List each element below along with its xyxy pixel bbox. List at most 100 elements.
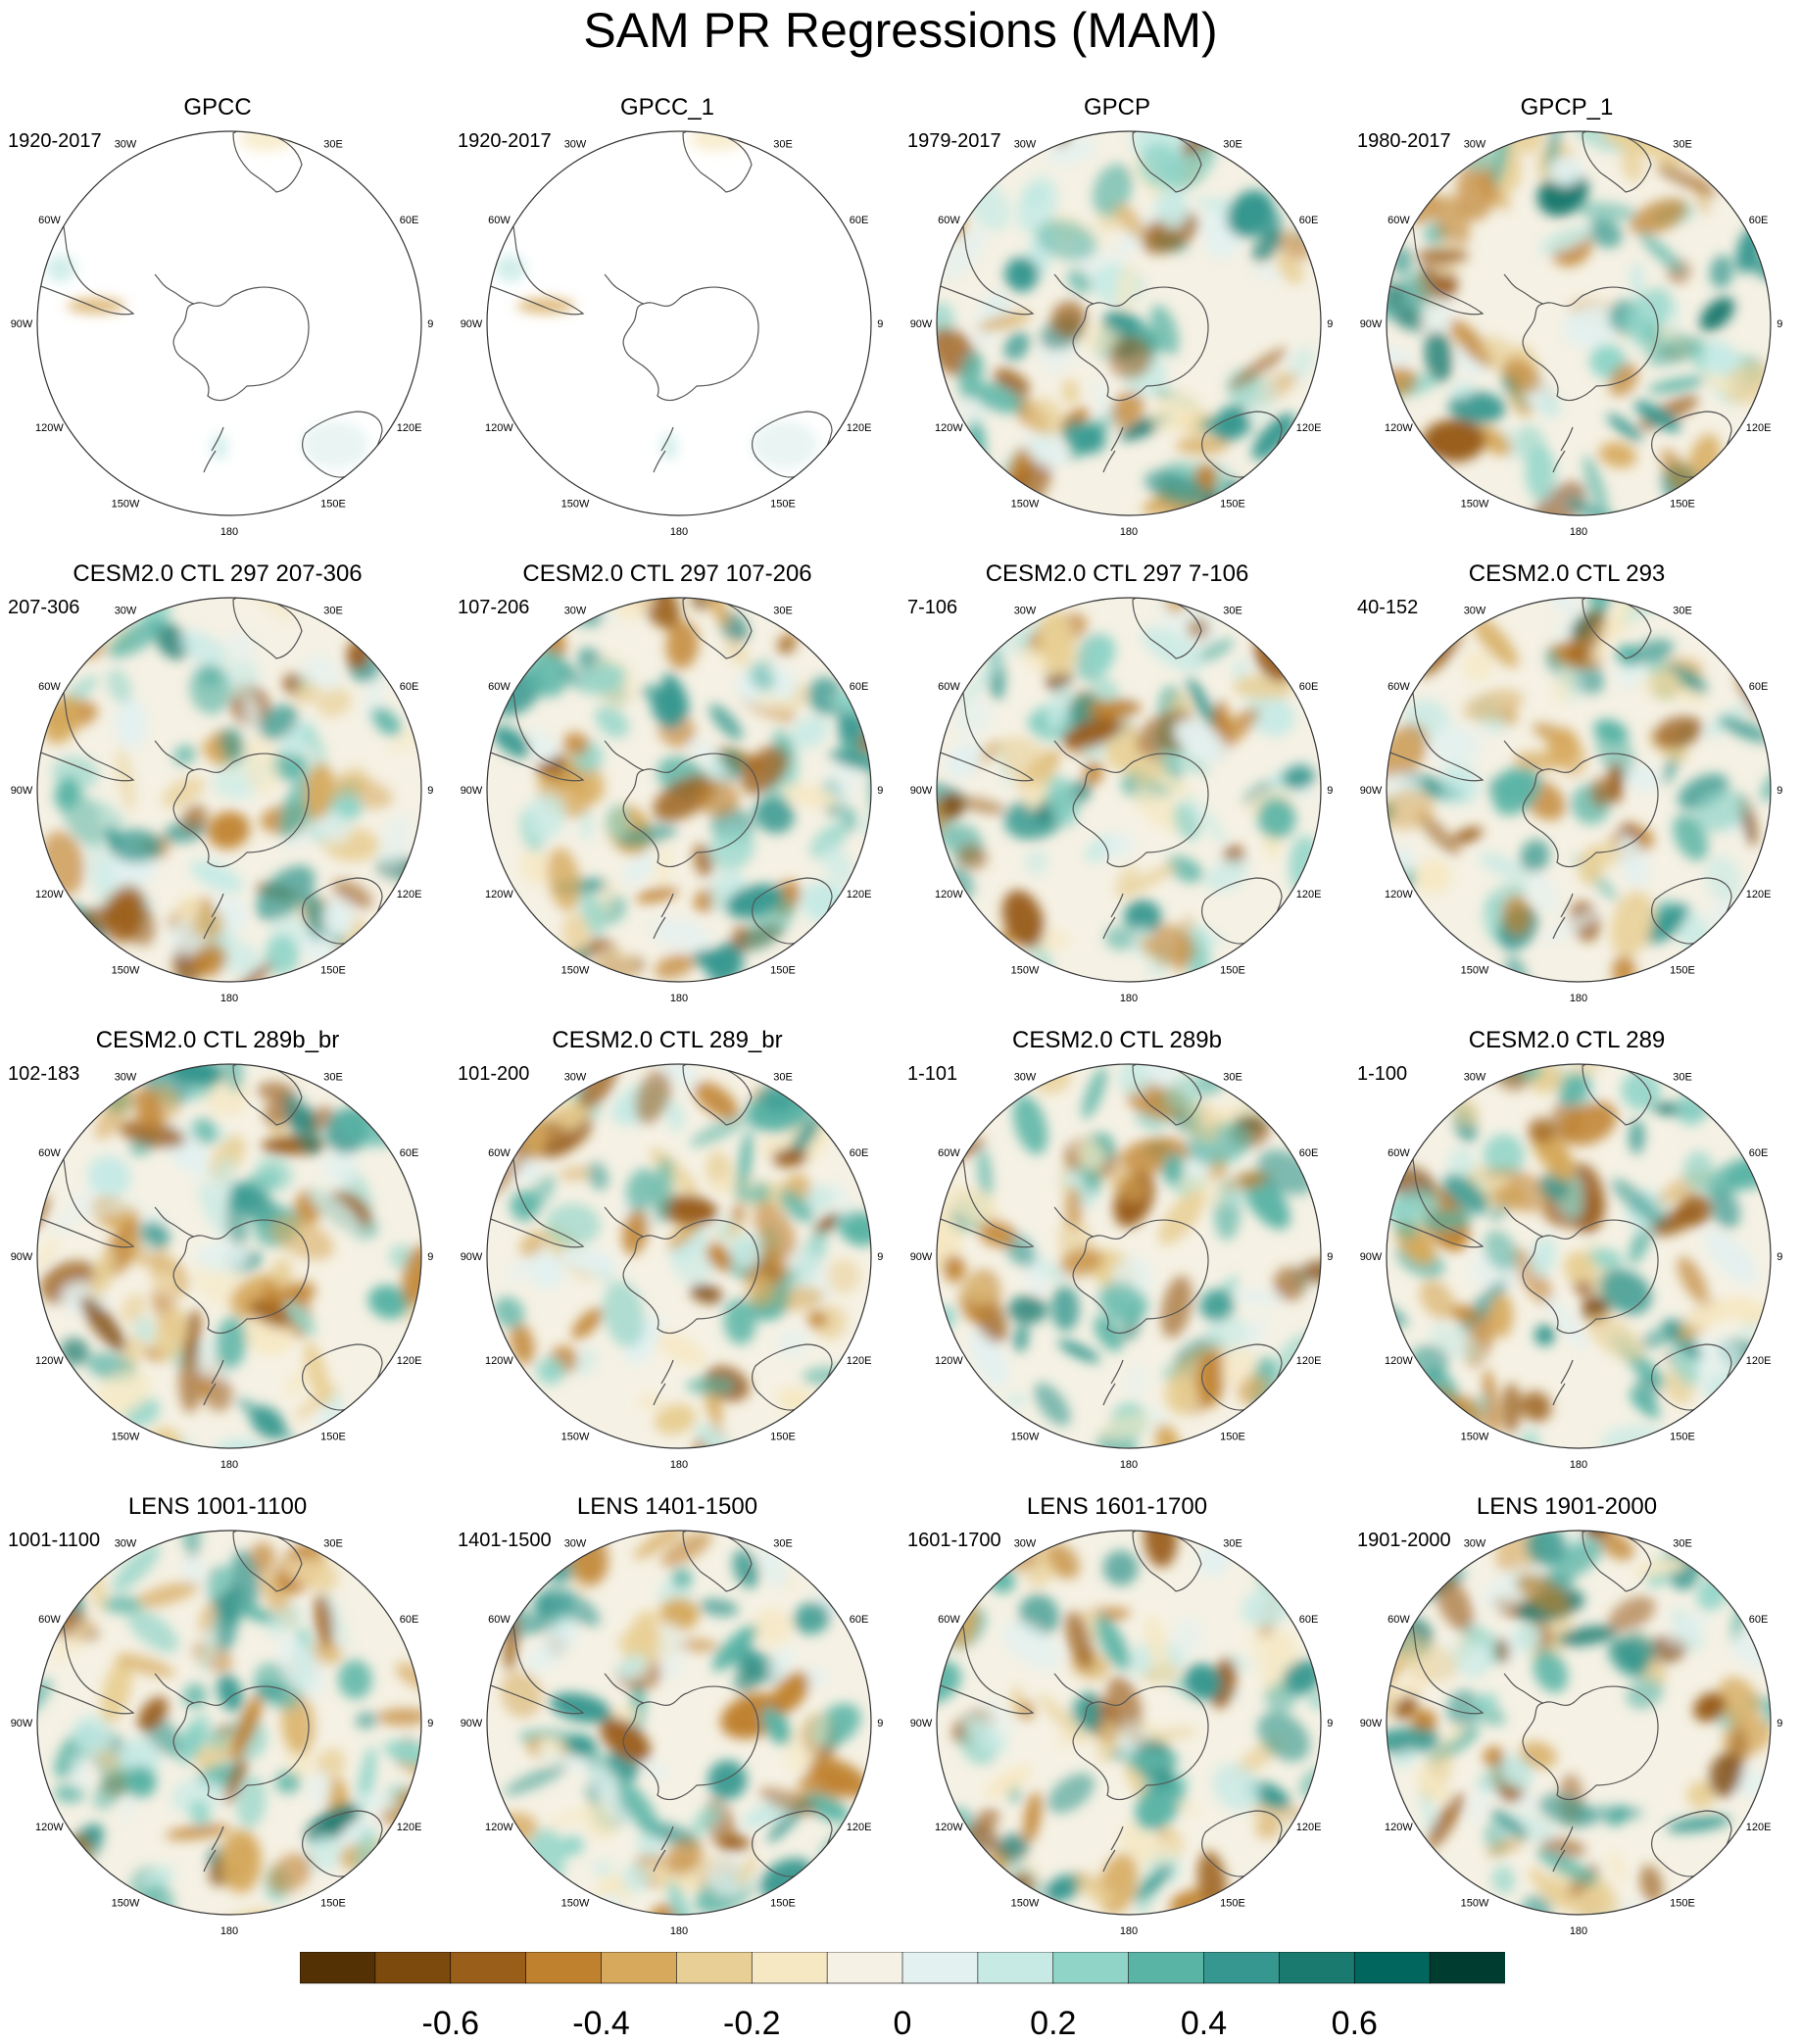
panel-period: 207-306 [8, 597, 80, 618]
longitude-label: 120E [397, 1822, 422, 1833]
anomaly-blob [516, 298, 575, 314]
anomaly-blob [1452, 827, 1484, 844]
anomaly-blob [122, 1789, 139, 1821]
polar-map: 0 30E 60E 90E 120E 150E 180 150W 120W 90W 60W 30W [461, 588, 883, 1004]
anomaly-blob [623, 852, 656, 885]
anomaly-blob [395, 1662, 421, 1689]
anomaly-blob [1057, 1339, 1100, 1363]
map-panel: LENS 1901-2000 1901-2000 0 30E 60E 90E 120E 150… [1351, 1493, 1782, 1944]
anomaly-blob [223, 1756, 248, 1805]
anomaly-blob [294, 1385, 340, 1421]
anomaly-blob [1500, 1383, 1522, 1434]
map-boundary [936, 1063, 1322, 1449]
map-panel: GPCC_11920-2017030E60E90E120E150E180150W… [452, 94, 883, 545]
anomaly-blob [772, 729, 794, 756]
anomaly-blob [579, 807, 594, 841]
longitude-label: 0 [676, 1054, 682, 1055]
anomaly-blob [1046, 775, 1079, 827]
anomaly-blob [1521, 1390, 1552, 1423]
anomaly-blob [189, 662, 231, 714]
anomaly-blob [526, 1625, 579, 1673]
anomaly-blob [634, 598, 680, 630]
anomaly-blob [1142, 1663, 1181, 1685]
anomaly-blob [37, 1679, 53, 1720]
anomaly-blob [1163, 1375, 1198, 1415]
longitude-label: 120W [935, 1822, 963, 1833]
anomaly-blob [1005, 1393, 1029, 1406]
anomaly-blob [666, 1099, 684, 1132]
anomaly-blob [1717, 1677, 1760, 1727]
anomaly-blob [706, 1242, 733, 1272]
anomaly-blob [222, 961, 273, 982]
anomaly-blob [655, 953, 696, 979]
longitude-label: 0 [1576, 1521, 1582, 1522]
longitude-label: 60W [488, 1614, 511, 1626]
anomaly-blob [1566, 608, 1607, 667]
longitude-label: 150W [112, 499, 140, 511]
anomaly-blob [1415, 858, 1452, 895]
longitude-label: 90W [910, 785, 933, 797]
anomaly-blob [1673, 814, 1709, 861]
longitude-label: 150E [320, 1432, 346, 1443]
longitude-label: 180 [1570, 993, 1587, 1004]
longitude-label: 120W [935, 422, 963, 434]
anomaly-blob [1566, 498, 1624, 515]
anomaly-blob [1474, 1692, 1498, 1712]
anomaly-blob [1587, 219, 1623, 248]
anomaly-blob [803, 1185, 835, 1211]
panel-period: 1979-2017 [907, 130, 1001, 152]
longitude-label: 180 [1570, 1925, 1587, 1937]
anomaly-blob [190, 859, 244, 894]
anomaly-blob [737, 1130, 754, 1197]
anomaly-blob [1077, 323, 1122, 352]
longitude-label: 150W [1011, 499, 1040, 511]
anomaly-blob [1050, 1285, 1080, 1332]
map-panel: CESM2.0 CTL 289b_br 102-183 0 30E 60E 90E 120E… [2, 1027, 433, 1478]
anomaly-blob [217, 1674, 244, 1712]
anomaly-blob [799, 1771, 851, 1795]
anomaly-blob [1402, 266, 1435, 315]
longitude-label: 30W [564, 1537, 587, 1549]
anomaly-blob [305, 889, 321, 943]
anomaly-blob [653, 1331, 706, 1367]
map-boundary [1386, 1530, 1772, 1916]
anomaly-blob [658, 1620, 685, 1682]
anomaly-blob [1599, 839, 1622, 867]
longitude-label: 0 [1576, 588, 1582, 589]
anomaly-blob [1560, 1101, 1618, 1145]
anomaly-blob [492, 725, 531, 758]
longitude-label: 90W [11, 318, 33, 330]
longitude-label: 90W [1360, 785, 1383, 797]
longitude-label: 60E [1299, 681, 1319, 693]
longitude-label: 30E [1673, 1537, 1692, 1549]
anomaly-blob [946, 741, 983, 779]
anomaly-blob [162, 777, 205, 808]
anomaly-blob [1007, 1295, 1047, 1324]
anomaly-blob [1709, 1752, 1742, 1798]
anomaly-blob [1013, 1324, 1029, 1353]
anomaly-blob [771, 1646, 794, 1680]
anomaly-blob [271, 1257, 293, 1290]
polar-map: 0 30E 60E 90E 120E 150E 180 150W 120W 90W 60W 30W [910, 1521, 1333, 1937]
anomaly-blob [1067, 693, 1100, 728]
longitude-label: 30W [1014, 1537, 1037, 1549]
anomaly-blob [115, 698, 147, 749]
anomaly-blob [731, 1202, 746, 1225]
longitude-label: 30E [323, 138, 343, 150]
anomaly-blob [1144, 470, 1209, 507]
anomaly-blob [168, 1064, 224, 1087]
anomaly-blob [661, 433, 677, 461]
map-panel: CESM2.0 CTL 297 207-306 207-306 0 30E 60E 90E… [2, 560, 433, 1011]
anomaly-blob [1629, 1390, 1661, 1419]
anomaly-blob [1450, 1304, 1479, 1323]
anomaly-blob [1424, 329, 1453, 383]
panel-title: LENS 1601-1700 [1026, 1493, 1208, 1520]
longitude-label: 30W [1464, 605, 1486, 616]
anomaly-blob [1545, 131, 1562, 176]
longitude-label: 90W [461, 1718, 483, 1729]
longitude-label: 90E [1777, 318, 1782, 330]
anomaly-blob [1548, 155, 1582, 187]
longitude-label: 60W [38, 681, 61, 693]
longitude-label: 90W [1360, 1251, 1383, 1263]
panel-title: CESM2.0 CTL 289b [1012, 1027, 1222, 1053]
